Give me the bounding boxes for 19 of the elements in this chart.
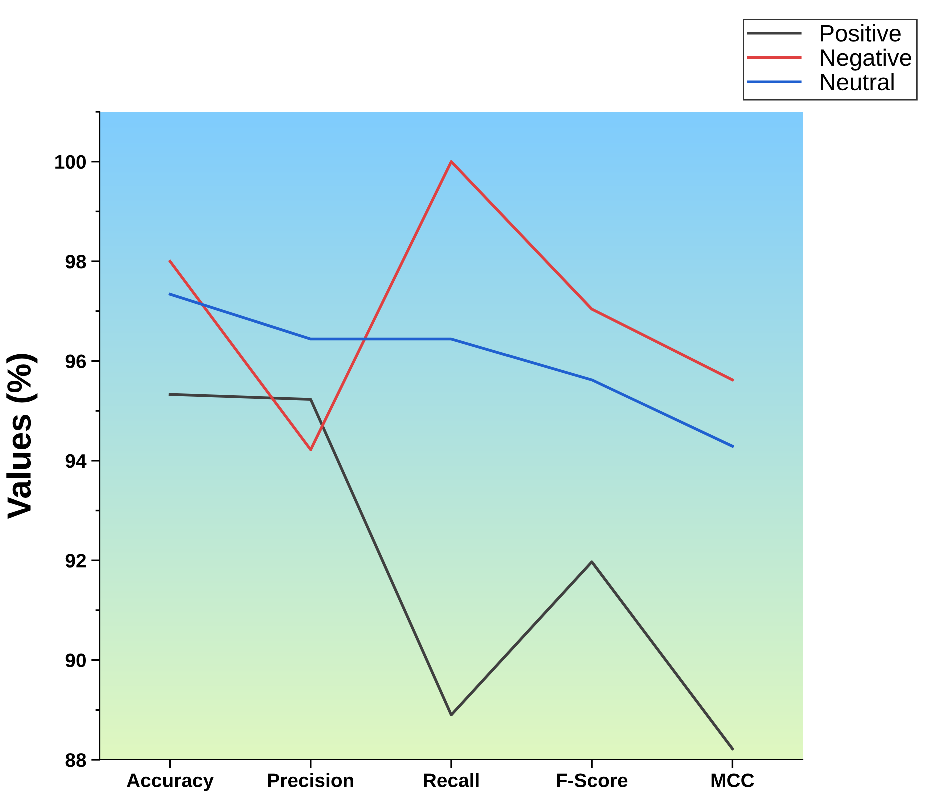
x-tick-label: MCC bbox=[712, 774, 754, 788]
line-series bbox=[168, 393, 734, 750]
y-tick-label: 96 bbox=[66, 354, 86, 368]
legend-label: Negative bbox=[821, 48, 912, 71]
x-tick-label: Accuracy bbox=[127, 774, 214, 792]
y-axis-title: Values (%) bbox=[6, 354, 38, 520]
legend-label: Neutral bbox=[821, 73, 894, 91]
y-tick-label: 94 bbox=[66, 454, 87, 468]
y-tick-label: 90 bbox=[66, 654, 86, 668]
y-tick-label: 92 bbox=[66, 554, 86, 568]
legend-label: Positive bbox=[821, 24, 901, 42]
y-tick-label: 98 bbox=[66, 255, 86, 269]
line-series bbox=[168, 293, 734, 448]
y-tick-label: 100 bbox=[56, 155, 86, 170]
y-tick-label: 88 bbox=[66, 753, 86, 768]
x-tick-label: F-Score bbox=[557, 774, 628, 788]
x-tick-label: Precision bbox=[268, 773, 354, 788]
line-series bbox=[168, 160, 734, 452]
x-tick-label: Recall bbox=[424, 773, 479, 788]
